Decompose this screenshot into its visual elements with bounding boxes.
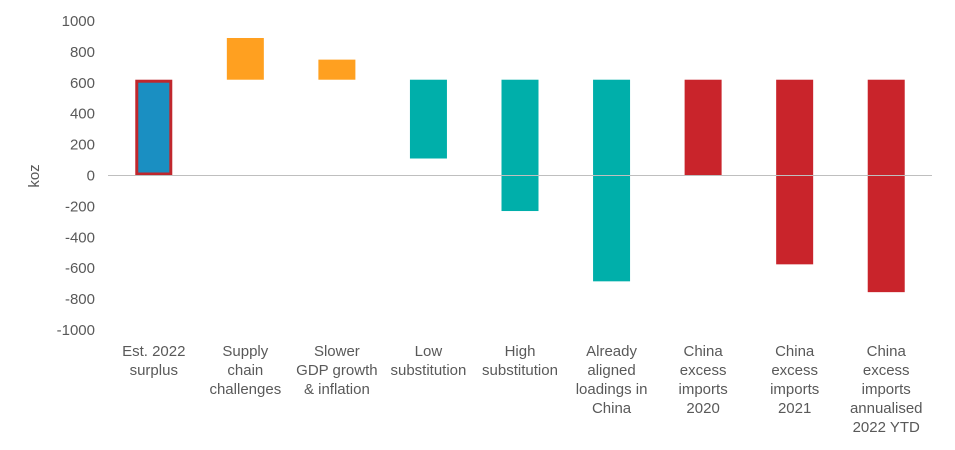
x-tick-label: Already aligned loadings in China [576,343,648,417]
bar [226,37,264,80]
y-axis-label: koz [26,164,43,187]
x-tick-label: China excess imports annualised 2022 YTD [850,343,923,436]
x-tick-label: High substitution [482,343,558,379]
x-tick-label: China excess imports 2020 [679,343,728,417]
x-tick-label: Supply chain challenges [209,343,281,398]
y-tick-label: -1000 [57,322,95,339]
bar [409,79,447,159]
bar [684,79,722,176]
x-tick-label: China excess imports 2021 [770,343,819,417]
y-tick-label: -800 [65,291,95,308]
y-tick-label: -200 [65,198,95,215]
bar [135,79,173,176]
bar [867,79,905,293]
x-tick-label: Low substitution [390,343,466,379]
bar [501,79,539,212]
bar [318,59,356,80]
y-tick-label: 0 [87,168,95,185]
y-tick-label: -400 [65,229,95,246]
x-axis-labels: Est. 2022 surplus Supply chain challenges Slo… [122,343,922,436]
y-axis-ticks: 1000 800 600 400 200 0 -200 -400 -600 -800 -1000 [57,13,95,339]
bar [593,79,631,282]
bars [135,37,905,293]
x-tick-label: Slower GDP growth & inflation [296,343,377,398]
x-tick-label: Est. 2022 surplus [122,343,185,379]
y-tick-label: 200 [70,137,95,154]
y-tick-label: 1000 [62,13,95,30]
y-tick-label: 800 [70,44,95,61]
bar [776,79,814,265]
y-tick-label: 400 [70,106,95,123]
y-tick-label: 600 [70,75,95,92]
y-tick-label: -600 [65,260,95,277]
